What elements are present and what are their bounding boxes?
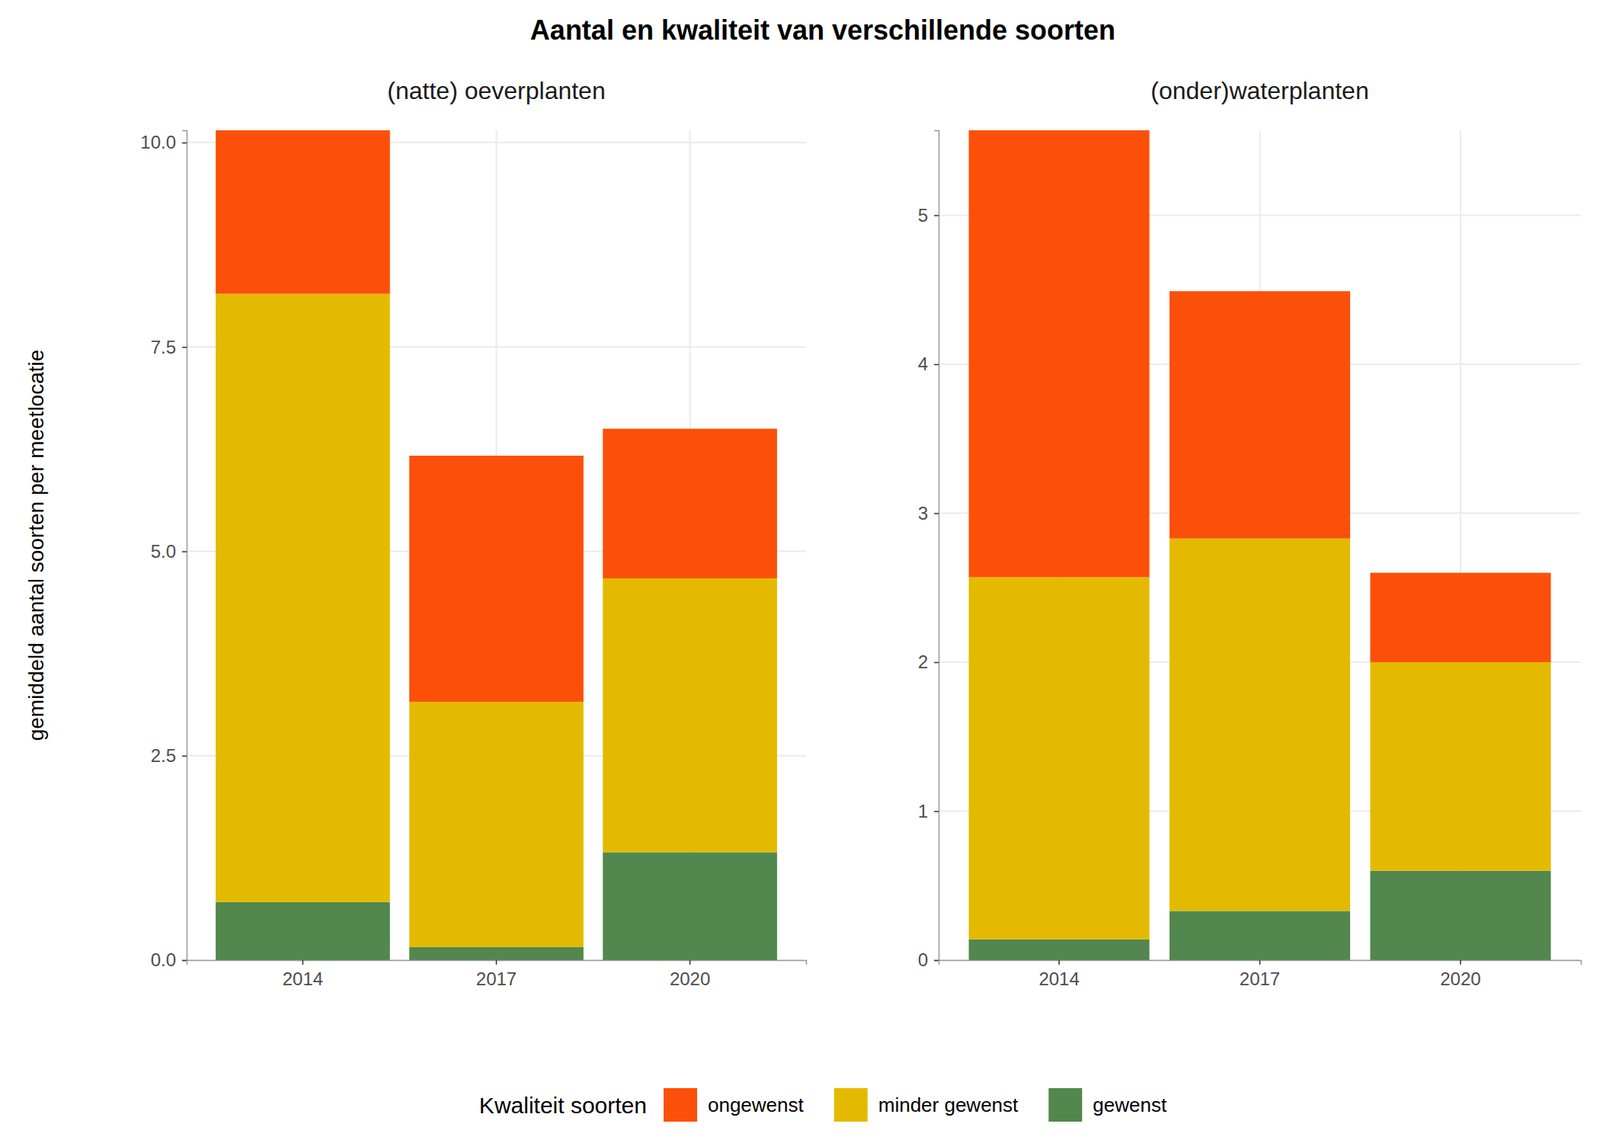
bar-segment bbox=[215, 294, 391, 903]
tick: 2020 bbox=[669, 960, 711, 989]
tick: 2.5 bbox=[150, 745, 187, 766]
subtitle: (natte) oeverplanten bbox=[387, 76, 605, 105]
bars bbox=[215, 130, 778, 960]
legend-label: minder gewenst bbox=[878, 1093, 1019, 1117]
tick: 2020 bbox=[1440, 960, 1481, 989]
chart-root: Aantal en kwaliteit van verschillende so… bbox=[0, 0, 1600, 1143]
tick-label: 2014 bbox=[282, 968, 324, 989]
tick: 7.5 bbox=[150, 336, 187, 358]
tick-label: 7.5 bbox=[150, 336, 176, 358]
tick-mark bbox=[182, 550, 187, 553]
bar-segment bbox=[602, 578, 778, 852]
tick-label: 2020 bbox=[1440, 968, 1481, 989]
legend-title: Kwaliteit soorten bbox=[479, 1092, 647, 1118]
panel bbox=[938, 130, 1581, 960]
tick: 2017 bbox=[1239, 960, 1280, 989]
bar-segment bbox=[1169, 910, 1351, 960]
tick-mark bbox=[934, 810, 939, 813]
tick-mark bbox=[182, 960, 187, 962]
legend-label: gewenst bbox=[1092, 1093, 1168, 1117]
tick-label: 1 bbox=[918, 800, 928, 822]
tick-label: 4 bbox=[918, 353, 928, 375]
tick-mark bbox=[302, 960, 304, 965]
x-axis: 2014 2017 2020 bbox=[939, 960, 1582, 989]
axis-line bbox=[187, 960, 807, 966]
tick-mark bbox=[182, 142, 187, 144]
bar-segment bbox=[602, 851, 778, 960]
tick-label: 10.0 bbox=[140, 131, 176, 153]
tick-mark bbox=[934, 214, 939, 217]
tick-mark bbox=[934, 512, 939, 515]
tick-mark bbox=[689, 960, 692, 965]
bar-segment bbox=[602, 428, 778, 579]
tick-label: 5.0 bbox=[150, 540, 176, 562]
legend-swatch bbox=[663, 1088, 698, 1122]
legend-swatch bbox=[834, 1088, 868, 1122]
panel bbox=[186, 130, 807, 960]
tick-mark bbox=[934, 364, 939, 366]
bar-segment bbox=[215, 902, 391, 960]
tick-label: 3 bbox=[918, 502, 928, 524]
bar-segment bbox=[409, 701, 584, 948]
subtitle: (onder)waterplanten bbox=[1150, 76, 1369, 105]
tick-label: 0.0 bbox=[150, 949, 176, 970]
grid bbox=[938, 130, 1581, 960]
bar-segment bbox=[1169, 291, 1351, 539]
tick-label: 5 bbox=[918, 204, 928, 226]
tick: 1 bbox=[918, 800, 939, 822]
tick: 5.0 bbox=[150, 540, 187, 562]
legend-label: ongewenst bbox=[707, 1093, 805, 1117]
y-axis: 0.0 2.5 5.0 7.5 10.0 bbox=[140, 131, 187, 971]
tick-label: 0 bbox=[918, 949, 928, 970]
tick: 5 bbox=[918, 204, 939, 226]
tick-mark bbox=[1058, 960, 1060, 965]
tick: 0.0 bbox=[150, 949, 187, 970]
bar-segment bbox=[215, 130, 391, 295]
tick-mark bbox=[182, 755, 187, 758]
tick: 3 bbox=[918, 502, 939, 524]
tick-mark bbox=[1459, 960, 1462, 965]
bar-segment bbox=[1369, 662, 1551, 871]
tick-mark bbox=[1259, 960, 1261, 965]
tick: 2014 bbox=[1038, 960, 1079, 989]
tick-label: 2.5 bbox=[150, 745, 176, 766]
bar-segment bbox=[969, 130, 1150, 578]
tick: 10.0 bbox=[140, 131, 187, 153]
tick-label: 2020 bbox=[669, 968, 711, 989]
tick: 2014 bbox=[282, 960, 324, 989]
y-axis: 0 1 2 3 4 5 bbox=[918, 131, 940, 971]
bar-segment bbox=[1369, 572, 1551, 663]
tick-label: 2014 bbox=[1038, 968, 1079, 989]
tick-mark bbox=[182, 346, 187, 349]
bar-segment bbox=[409, 455, 584, 702]
bars bbox=[969, 130, 1552, 960]
chart-title: Aantal en kwaliteit van verschillende so… bbox=[530, 14, 1116, 46]
tick-label: 2 bbox=[918, 651, 928, 672]
bar-segment bbox=[969, 939, 1150, 960]
tick: 0 bbox=[918, 949, 939, 970]
y-axis-title: gemiddeld aantal soorten per meetlocatie bbox=[24, 349, 48, 742]
axis-line bbox=[934, 131, 940, 961]
bar-segment bbox=[409, 947, 584, 960]
grid bbox=[186, 130, 807, 960]
tick-mark bbox=[496, 960, 498, 965]
bar-segment bbox=[1169, 538, 1351, 912]
tick: 4 bbox=[918, 353, 939, 375]
legend-swatch bbox=[1048, 1088, 1082, 1122]
tick-label: 2017 bbox=[476, 968, 517, 989]
tick: 2 bbox=[918, 651, 939, 672]
tick: 2017 bbox=[476, 960, 517, 989]
tick-mark bbox=[934, 960, 939, 962]
tick-mark bbox=[934, 662, 939, 664]
bar-segment bbox=[969, 577, 1150, 940]
legend: Kwaliteit soorten ongewenst minder gewenst… bbox=[479, 1088, 1168, 1122]
tick-label: 2017 bbox=[1239, 968, 1280, 989]
axis-line bbox=[939, 960, 1582, 966]
axis-line bbox=[182, 131, 188, 961]
bar-segment bbox=[1369, 870, 1551, 960]
x-axis: 2014 2017 2020 bbox=[187, 960, 807, 989]
